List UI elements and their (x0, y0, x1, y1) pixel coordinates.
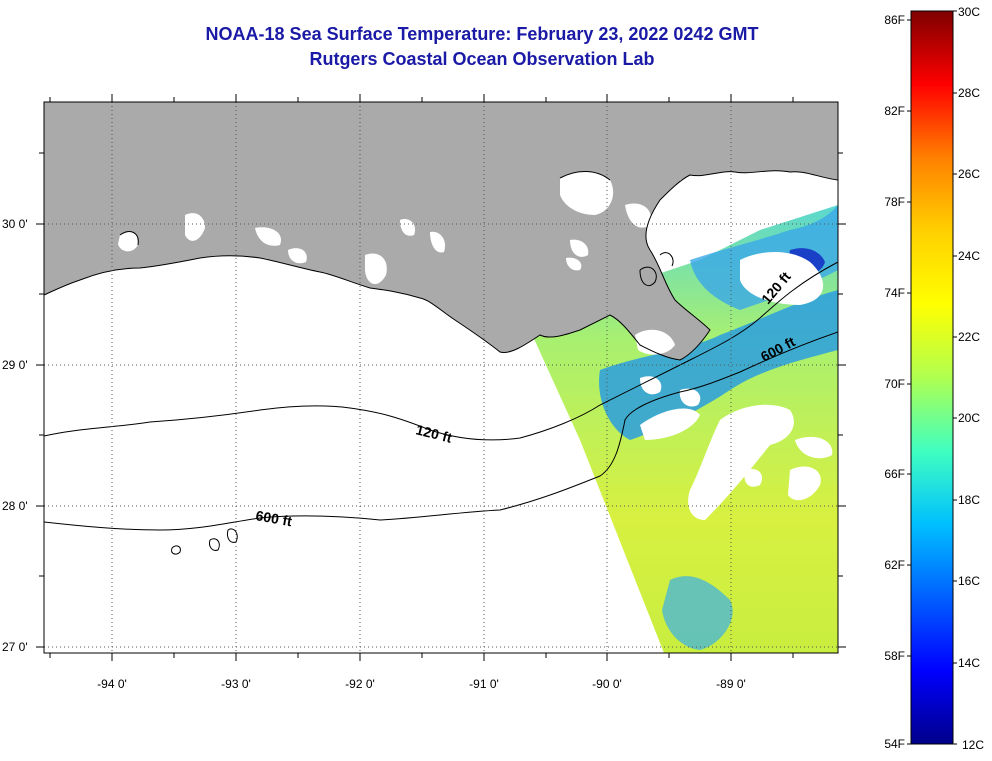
colorbar-label-c: 16C (958, 574, 980, 588)
contour-600ft (44, 331, 838, 531)
colorbar-label-c: 22C (958, 330, 980, 344)
lon-label: -93 0' (221, 677, 251, 691)
lon-label: -94 0' (97, 677, 127, 691)
lat-label: 30 0' (2, 217, 28, 231)
clouds (118, 171, 833, 520)
coastline-islands (119, 171, 674, 286)
colorbar-label-f: 62F (884, 558, 905, 572)
colorbar-label-c: 24C (958, 249, 980, 263)
colorbar-label-c: 28C (958, 86, 980, 100)
colorbar-label-f: 54F (884, 737, 905, 751)
colorbar-gradient (910, 10, 954, 745)
contour-600ft-detail (171, 528, 238, 555)
colorbar-label-c: 18C (958, 493, 980, 507)
colorbar-label-f: 82F (884, 104, 905, 118)
land (44, 102, 838, 360)
colorbar-label-c: 20C (958, 411, 980, 425)
colorbar-label-c: 26C (958, 167, 980, 181)
colorbar-label-c: 30C (958, 5, 980, 19)
contour-120ft (44, 261, 838, 441)
colorbar-label-f: 78F (884, 195, 905, 209)
colorbar-label-f: 70F (884, 377, 905, 391)
contour-label-120ft: 120 ft (414, 421, 454, 445)
map-subtitle: Rutgers Coastal Ocean Observation Lab (309, 49, 655, 69)
cool-water-patch (662, 576, 733, 650)
lon-label: -90 0' (592, 677, 622, 691)
map-frame (43, 101, 839, 654)
lat-label: 28 0' (2, 499, 28, 513)
lat-label: 29 0' (2, 358, 28, 372)
lon-label: -91 0' (469, 677, 499, 691)
map-title: NOAA-18 Sea Surface Temperature: Februar… (205, 24, 759, 44)
tick-marks (36, 94, 846, 661)
lon-label: -92 0' (345, 677, 375, 691)
colorbar-label-f: 58F (884, 649, 905, 663)
colorbar-label-f: 86F (884, 13, 905, 27)
contour-label-600ft: 600 ft (254, 507, 293, 529)
colorbar-label-c: 14C (958, 656, 980, 670)
colorbar: 86F 82F 78F 74F 70F 66F 62F 58F 54F 30C … (884, 5, 984, 752)
colorbar-label-c: 12C (962, 738, 984, 752)
colorbar-label-f: 66F (884, 467, 905, 481)
colorbar-ticks (907, 10, 957, 745)
lon-label: -89 0' (716, 677, 746, 691)
graticule (44, 102, 838, 653)
colorbar-label-f: 74F (884, 286, 905, 300)
cool-water-patch (599, 290, 838, 440)
coastline (44, 170, 838, 361)
lat-label: 27 0' (2, 640, 28, 654)
